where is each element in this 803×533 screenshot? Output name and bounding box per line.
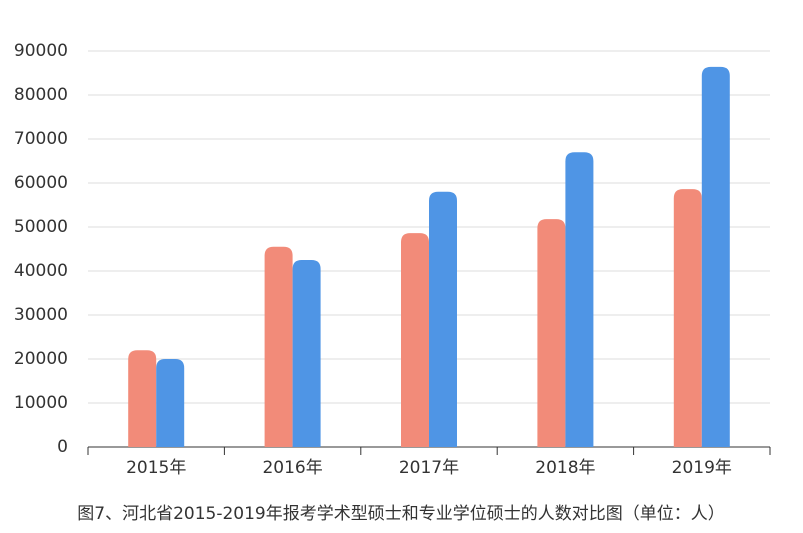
bar xyxy=(401,233,429,447)
chart-title: 图7、河北省2015-2019年报考学术型硕士和专业学位硕士的人数对比图（单位：… xyxy=(77,504,724,524)
y-tick-label: 70000 xyxy=(14,129,68,149)
x-tick-label: 2015年 xyxy=(126,458,186,478)
y-tick-label: 50000 xyxy=(14,217,68,237)
bar xyxy=(292,260,321,447)
bar xyxy=(673,189,702,447)
x-tick-label: 2017年 xyxy=(399,458,459,478)
y-tick-label: 80000 xyxy=(14,85,68,105)
bar xyxy=(537,219,566,447)
bar xyxy=(429,191,457,447)
bar xyxy=(156,359,185,447)
x-tick-label: 2018年 xyxy=(535,458,595,478)
x-tick-label: 2019年 xyxy=(672,458,732,478)
bar xyxy=(701,66,730,447)
y-tick-label: 60000 xyxy=(14,173,68,193)
bar xyxy=(264,246,293,447)
y-tick-label: 40000 xyxy=(14,261,68,281)
y-tick-label: 90000 xyxy=(14,41,68,61)
y-tick-label: 0 xyxy=(57,437,68,457)
y-tick-label: 10000 xyxy=(14,393,68,413)
bar xyxy=(565,152,594,447)
bar xyxy=(128,350,157,447)
y-tick-label: 20000 xyxy=(14,349,68,369)
x-tick-label: 2016年 xyxy=(262,458,322,478)
y-tick-label: 30000 xyxy=(14,305,68,325)
